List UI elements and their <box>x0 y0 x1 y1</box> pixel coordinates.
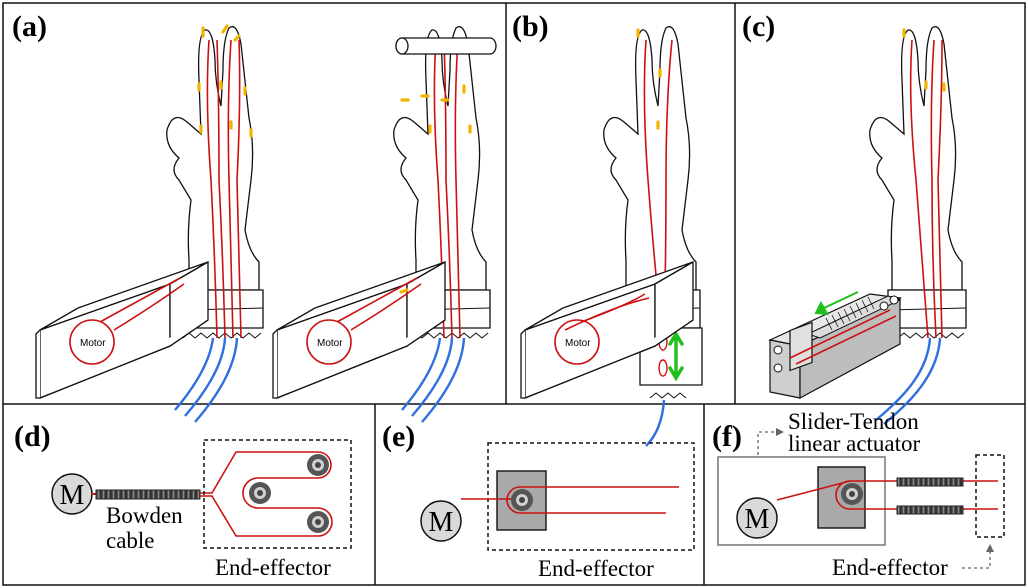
motor-symbol-f-label: M <box>745 504 770 535</box>
end-effector-box-e <box>487 442 695 551</box>
pulley-e <box>511 489 533 511</box>
pulley-f <box>841 483 863 505</box>
panel-b: (b) Motor <box>512 10 703 447</box>
end-effector-label-e: End-effector <box>538 556 654 581</box>
grasped-bar <box>395 37 497 55</box>
slider-label-1: Slider-Tendon <box>788 409 919 434</box>
motor-a-left: Motor <box>35 261 209 399</box>
end-effector-label-f: End-effector <box>832 555 948 580</box>
panel-f: (f) Slider-Tendon linear actuator M End-… <box>712 409 1005 580</box>
end-effector-box-f <box>975 454 1005 538</box>
slider-label-2: linear actuator <box>788 431 921 456</box>
vertical-arrow-icon <box>668 330 684 382</box>
panel-a-label: (a) <box>12 10 47 43</box>
panel-b-label: (b) <box>512 10 549 43</box>
pulleys-d <box>249 454 329 533</box>
motor-a-right-label: Motor <box>317 338 343 349</box>
bowden-cable-f-top <box>896 477 964 487</box>
slider-tendon-actuator-box <box>717 456 886 546</box>
end-effector-label-d: End-effector <box>215 555 331 580</box>
panel-d: (d) M Bowden cable End-effector <box>14 420 352 580</box>
end-effector-box-d <box>203 439 352 549</box>
slider-actuator-c <box>768 291 903 400</box>
bowden-cable-d <box>95 489 201 500</box>
panel-c: (c) <box>742 10 967 425</box>
hand-a-left <box>166 24 264 423</box>
motor-symbol-d-label: M <box>60 480 85 511</box>
bowden-cable-f-bottom <box>896 505 964 515</box>
panel-d-label: (d) <box>14 420 51 453</box>
motor-b: Motor <box>520 261 694 399</box>
panel-c-label: (c) <box>742 10 775 43</box>
motor-symbol-f <box>736 497 778 539</box>
panel-a: (a) Motor <box>12 10 497 423</box>
bowden-label-2: cable <box>106 528 155 553</box>
hand-b <box>603 26 703 447</box>
left-arrow-icon <box>814 291 859 316</box>
hand-c <box>869 26 967 425</box>
hand-a-right <box>393 26 491 423</box>
bowden-label-1: Bowden <box>106 503 183 528</box>
motor-symbol-e <box>420 500 462 542</box>
panel-e: (e) M End-effector <box>382 420 695 581</box>
panel-f-label: (f) <box>712 420 742 453</box>
motor-symbol-e-label: M <box>429 507 454 538</box>
motor-a-left-label: Motor <box>80 338 106 349</box>
panel-e-label: (e) <box>382 420 415 453</box>
motor-b-label: Motor <box>565 338 591 349</box>
motor-a-right: Motor <box>272 261 446 399</box>
